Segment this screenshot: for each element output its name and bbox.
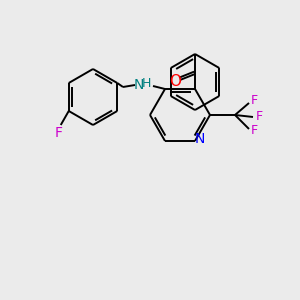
Text: F: F bbox=[55, 126, 63, 140]
Text: H: H bbox=[141, 77, 151, 91]
Text: F: F bbox=[255, 110, 262, 124]
Text: O: O bbox=[169, 74, 181, 88]
Text: F: F bbox=[250, 124, 258, 137]
Text: N: N bbox=[195, 132, 205, 146]
Text: F: F bbox=[250, 94, 258, 107]
Text: N: N bbox=[134, 78, 144, 92]
